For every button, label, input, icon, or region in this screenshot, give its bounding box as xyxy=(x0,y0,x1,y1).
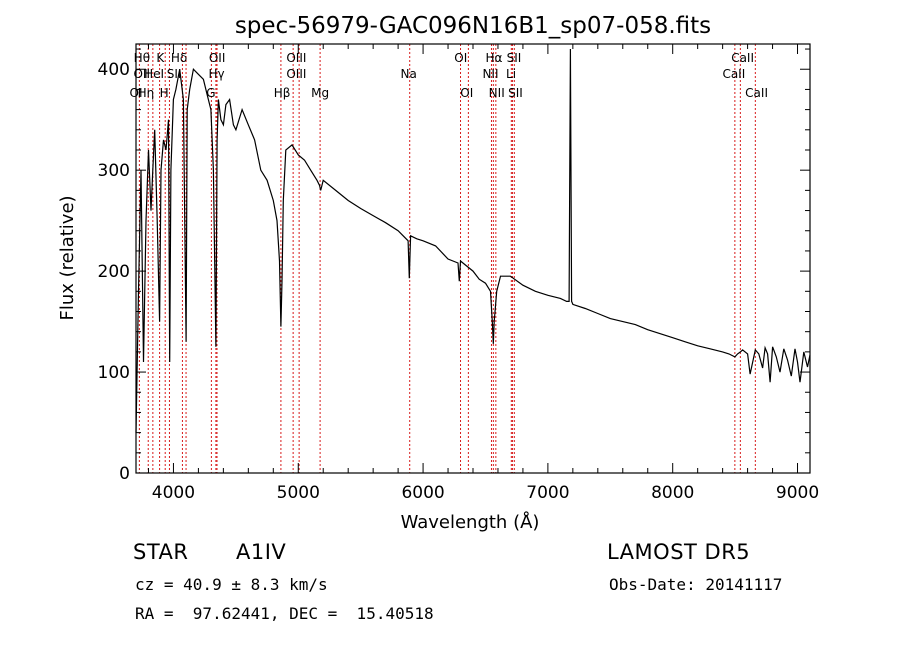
line-label: NII xyxy=(482,67,498,81)
y-tick-label: 200 xyxy=(98,262,130,282)
line-label: K xyxy=(156,51,165,65)
object-subclass: A1IV xyxy=(236,540,287,564)
line-label: CaII xyxy=(731,51,754,65)
y-tick-labels: 0 100 200 300 400 xyxy=(98,60,130,484)
x-tick-label: 4000 xyxy=(152,483,195,503)
line-label: CaII xyxy=(745,86,768,100)
object-class: STAR xyxy=(133,540,189,564)
x-tick-label: 8000 xyxy=(651,483,694,503)
line-label: Hβ xyxy=(274,86,291,100)
line-label: SII xyxy=(508,86,523,100)
line-label: HeI xyxy=(144,67,164,81)
line-label: Hδ xyxy=(171,51,187,65)
y-tick-label: 300 xyxy=(98,161,130,181)
line-label: Mg xyxy=(311,86,329,100)
line-label: OI xyxy=(460,86,473,100)
survey-name: LAMOST DR5 xyxy=(607,540,751,564)
obs-date-text: Obs-Date: 20141117 xyxy=(609,575,783,594)
axis-ticks xyxy=(136,44,810,474)
x-tick-labels: 4000 5000 6000 7000 8000 9000 xyxy=(152,483,819,503)
spectrum-plot: spec-56979-GAC096N16B1_sp07-058.fits Hθ K… xyxy=(57,13,819,533)
line-label: OIII xyxy=(286,67,306,81)
line-label: OIII xyxy=(286,51,306,65)
line-label: Li xyxy=(506,67,516,81)
line-label: NII xyxy=(489,86,505,100)
redshift-text: cz = 40.9 ± 8.3 km/s xyxy=(135,575,328,594)
coordinates-text: RA = 97.62441, DEC = 15.40518 xyxy=(135,604,434,623)
line-label: OII xyxy=(209,51,226,65)
x-tick-label: 5000 xyxy=(277,483,320,503)
x-tick-label: 7000 xyxy=(526,483,569,503)
x-tick-label: 6000 xyxy=(401,483,444,503)
line-label: Na xyxy=(401,67,417,81)
line-label: OII xyxy=(133,67,150,81)
line-label: SII xyxy=(507,51,522,65)
line-label: Hθ xyxy=(134,51,150,65)
line-label: CaII xyxy=(722,67,745,81)
chart-title: spec-56979-GAC096N16B1_sp07-058.fits xyxy=(235,13,711,39)
y-axis-label: Flux (relative) xyxy=(57,195,78,320)
line-label: H xyxy=(160,86,169,100)
spectrum-line xyxy=(135,48,811,433)
y-tick-label: 100 xyxy=(98,363,130,383)
plot-frame xyxy=(135,43,811,474)
x-axis-label: Wavelength (Å) xyxy=(401,511,540,533)
line-label: Hα xyxy=(486,51,503,65)
line-markers xyxy=(135,44,756,473)
line-label: Hη xyxy=(138,86,155,100)
line-label: OI xyxy=(454,51,467,65)
line-label: Hγ xyxy=(208,67,224,81)
line-label: G xyxy=(206,86,215,100)
y-tick-label: 400 xyxy=(98,60,130,80)
y-tick-label: 0 xyxy=(119,464,130,484)
x-tick-label: 9000 xyxy=(776,483,819,503)
